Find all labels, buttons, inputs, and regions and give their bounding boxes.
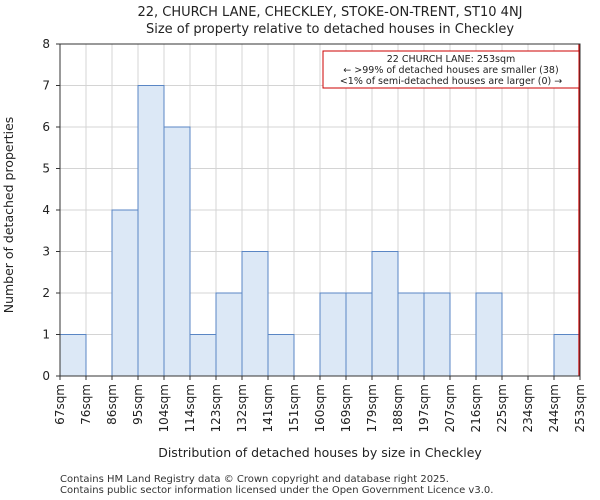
- bar-123sqm: [215, 292, 243, 377]
- x-tick-label-3: 95sqm: [131, 384, 145, 425]
- x-tick-label-19: 244sqm: [547, 384, 561, 432]
- x-tick-label-18: 234sqm: [521, 384, 535, 432]
- x-tick-label-15: 207sqm: [443, 384, 457, 432]
- x-tick-label-2: 86sqm: [105, 384, 119, 425]
- y-tick-label-1: 1: [42, 328, 50, 342]
- y-tick-label-5: 5: [42, 162, 50, 176]
- y-tick-label-0: 0: [42, 369, 50, 383]
- x-tick-label-10: 160sqm: [313, 384, 327, 432]
- bar-160sqm: [319, 292, 347, 377]
- x-tick-label-1: 76sqm: [79, 384, 93, 425]
- bar-67sqm: [59, 334, 87, 377]
- footer-line-1: Contains HM Land Registry data © Crown c…: [60, 474, 449, 485]
- y-tick-label-6: 6: [42, 120, 50, 134]
- x-tick-label-5: 114sqm: [183, 384, 197, 432]
- bar-114sqm: [189, 334, 217, 377]
- y-tick-label-8: 8: [42, 37, 50, 51]
- x-axis-ticks: 67sqm 76sqm 86sqm 95sqm 104sqm 114sqm 123sqm 13…: [53, 376, 587, 432]
- y-tick-label-2: 2: [42, 286, 50, 300]
- y-tick-label-3: 3: [42, 245, 50, 259]
- bar-244sqm: [553, 334, 581, 377]
- bars: [59, 85, 581, 377]
- x-tick-label-4: 104sqm: [157, 384, 171, 432]
- x-tick-label-7: 132sqm: [235, 384, 249, 432]
- bar-169sqm: [345, 292, 373, 377]
- y-tick-label-7: 7: [42, 79, 50, 93]
- y-axis-ticks: 0 1 2 3 4 5 6 7 8: [42, 37, 60, 383]
- x-axis-label: Distribution of detached houses by size …: [158, 445, 482, 460]
- chart-subtitle: Size of property relative to detached ho…: [146, 22, 514, 37]
- x-tick-label-6: 123sqm: [209, 384, 223, 432]
- bar-132sqm: [241, 251, 269, 377]
- annotation-line-2: ← >99% of detached houses are smaller (3…: [343, 65, 558, 76]
- annotation-line-1: 22 CHURCH LANE: 253sqm: [387, 54, 515, 65]
- chart-title: 22, CHURCH LANE, CHECKLEY, STOKE-ON-TREN…: [138, 5, 523, 20]
- x-tick-label-13: 188sqm: [391, 384, 405, 432]
- bar-104sqm: [163, 126, 191, 377]
- bar-197sqm: [423, 292, 451, 377]
- footer-line-2: Contains public sector information licen…: [60, 485, 494, 496]
- bar-188sqm: [397, 292, 425, 377]
- annotation-box: 22 CHURCH LANE: 253sqm ← >99% of detache…: [322, 50, 580, 89]
- y-tick-label-4: 4: [42, 203, 50, 217]
- bar-95sqm: [137, 85, 165, 377]
- x-tick-label-20: 253sqm: [573, 384, 587, 432]
- annotation-line-3: <1% of semi-detached houses are larger (…: [340, 76, 562, 87]
- bar-86sqm: [111, 209, 139, 377]
- x-tick-label-12: 179sqm: [365, 384, 379, 432]
- x-tick-label-17: 225sqm: [495, 384, 509, 432]
- bar-179sqm: [371, 251, 399, 377]
- x-tick-label-14: 197sqm: [417, 384, 431, 432]
- bar-216sqm: [475, 292, 503, 377]
- x-tick-label-8: 141sqm: [261, 384, 275, 432]
- y-axis-label: Number of detached properties: [1, 117, 16, 314]
- bar-141sqm: [267, 334, 295, 377]
- x-tick-label-11: 169sqm: [339, 384, 353, 432]
- x-tick-label-9: 151sqm: [287, 384, 301, 432]
- x-tick-label-16: 216sqm: [469, 384, 483, 432]
- annotation-frame: [322, 50, 580, 89]
- x-tick-label-0: 67sqm: [53, 384, 67, 425]
